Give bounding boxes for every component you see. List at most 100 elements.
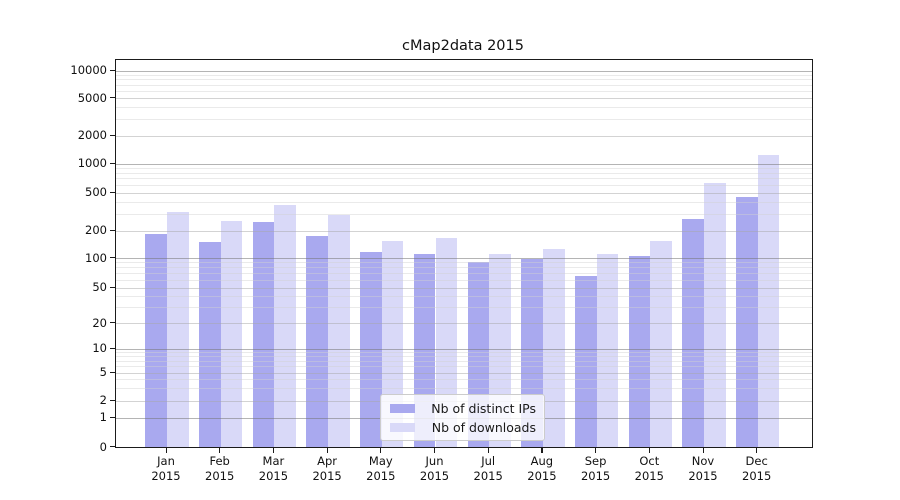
bar-downloads-nov bbox=[704, 182, 726, 447]
x-tick-month: Aug bbox=[530, 453, 554, 468]
x-tick-month: Jan bbox=[157, 453, 175, 468]
x-tick-year: 2015 bbox=[634, 468, 664, 483]
y-tick-mark-500 bbox=[110, 191, 115, 193]
y-tick-mark-100 bbox=[110, 257, 115, 259]
gridline-2000 bbox=[116, 135, 812, 137]
y-tick-mark-2 bbox=[110, 399, 115, 401]
x-tick-mark-feb bbox=[219, 448, 221, 453]
x-tick-month: Apr bbox=[317, 453, 338, 468]
x-tick-mark-sep bbox=[595, 448, 597, 453]
x-tick-mark-mar bbox=[272, 448, 275, 453]
legend-item-distinct-ips: Nb of distinct IPs bbox=[381, 400, 544, 416]
x-tick-mark-jul bbox=[487, 448, 489, 453]
x-tick-year: 2015 bbox=[205, 468, 235, 483]
bar-downloads-aug bbox=[542, 248, 565, 447]
legend-item-downloads: Nb of downloads bbox=[381, 419, 544, 435]
bar-distinct-ips-nov bbox=[682, 218, 704, 447]
bar-distinct-ips-feb bbox=[199, 242, 221, 447]
y-tick-label-500: 500 bbox=[85, 185, 107, 199]
gridline-4 bbox=[116, 379, 812, 381]
gridline-7 bbox=[116, 360, 812, 362]
gridline-700 bbox=[116, 178, 812, 180]
bar-downloads-feb bbox=[220, 220, 243, 447]
gridline-10 bbox=[116, 348, 812, 350]
x-tick-month: Dec bbox=[745, 453, 768, 468]
y-tick-mark-10000 bbox=[110, 69, 115, 71]
gridline-10000 bbox=[116, 70, 812, 72]
gridline-20 bbox=[116, 323, 812, 324]
x-tick-label-feb: Feb 2015 bbox=[188, 454, 252, 484]
gridline-40 bbox=[116, 296, 812, 298]
x-tick-year: 2015 bbox=[688, 468, 718, 483]
x-tick-month: Sep bbox=[584, 453, 607, 468]
gridline-600 bbox=[116, 184, 812, 186]
x-tick-month: May bbox=[368, 453, 393, 468]
y-tick-mark-2000 bbox=[110, 134, 115, 136]
bar-distinct-ips-apr bbox=[306, 236, 329, 447]
y-tick-label-0: 0 bbox=[99, 439, 107, 454]
gridline-6 bbox=[116, 366, 812, 368]
x-tick-label-oct: Oct 2015 bbox=[617, 454, 681, 484]
gridline-1000 bbox=[116, 163, 812, 165]
gridline-900 bbox=[116, 167, 812, 169]
gridline-6000 bbox=[116, 90, 812, 92]
gridline-4000 bbox=[116, 107, 812, 109]
x-tick-month: Jul bbox=[481, 453, 496, 468]
chart-title: cMap2data 2015 bbox=[402, 38, 524, 54]
x-tick-year: 2015 bbox=[473, 468, 503, 483]
x-tick-mark-jun bbox=[434, 448, 436, 453]
x-tick-month: Jun bbox=[425, 453, 444, 468]
y-tick-mark-1000 bbox=[110, 162, 115, 164]
x-tick-mark-may bbox=[380, 448, 382, 453]
gridline-70 bbox=[116, 273, 812, 275]
bar-distinct-ips-sep bbox=[574, 276, 597, 447]
y-tick-label-50: 50 bbox=[92, 280, 107, 294]
plot-area: Nb of distinct IPs Nb of downloads bbox=[115, 59, 813, 448]
y-tick-label-5000: 5000 bbox=[77, 90, 107, 105]
gridline-9 bbox=[116, 352, 812, 354]
x-tick-month: Nov bbox=[691, 453, 715, 468]
x-tick-label-sep: Sep 2015 bbox=[564, 454, 628, 484]
x-tick-year: 2015 bbox=[742, 468, 772, 483]
legend-label: Nb of downloads bbox=[431, 419, 536, 435]
y-tick-label-1: 1 bbox=[99, 410, 107, 424]
y-tick-label-5: 5 bbox=[99, 365, 107, 379]
x-tick-month: Feb bbox=[209, 453, 230, 468]
gridline-8 bbox=[116, 356, 812, 358]
y-tick-mark-1 bbox=[110, 416, 115, 418]
x-tick-mark-jan bbox=[165, 448, 167, 453]
gridline-500 bbox=[116, 192, 812, 194]
x-tick-label-dec: Dec 2015 bbox=[725, 454, 789, 484]
y-tick-label-20: 20 bbox=[92, 315, 107, 330]
x-tick-mark-nov bbox=[702, 448, 704, 453]
gridline-60 bbox=[116, 279, 812, 281]
x-tick-year: 2015 bbox=[419, 468, 450, 483]
x-tick-year: 2015 bbox=[151, 468, 181, 483]
y-tick-label-100: 100 bbox=[85, 250, 107, 265]
x-tick-month: Oct bbox=[639, 453, 660, 468]
x-tick-mark-aug bbox=[541, 448, 543, 453]
x-tick-mark-apr bbox=[326, 448, 328, 453]
x-tick-year: 2015 bbox=[258, 468, 289, 483]
bar-distinct-ips-oct bbox=[628, 255, 651, 447]
legend-swatch-distinct-ips bbox=[390, 403, 415, 413]
legend-swatch-downloads bbox=[390, 422, 415, 432]
bar-distinct-ips-jan bbox=[145, 233, 167, 447]
y-tick-mark-200 bbox=[110, 229, 115, 231]
bar-distinct-ips-mar bbox=[252, 221, 275, 447]
y-tick-label-200: 200 bbox=[85, 223, 107, 237]
gridline-3000 bbox=[116, 118, 812, 120]
y-tick-mark-5 bbox=[110, 371, 115, 373]
gridline-800 bbox=[116, 172, 812, 174]
x-tick-label-may: May 2015 bbox=[349, 454, 413, 484]
bar-distinct-ips-dec bbox=[736, 196, 758, 447]
gridline-400 bbox=[116, 201, 812, 203]
x-tick-label-jul: Jul 2015 bbox=[456, 454, 520, 484]
x-tick-mark-oct bbox=[648, 448, 650, 453]
gridline-5 bbox=[116, 372, 812, 374]
x-tick-month: Mar bbox=[262, 453, 285, 468]
gridline-100 bbox=[116, 258, 812, 259]
y-tick-mark-20 bbox=[110, 322, 115, 324]
x-tick-label-aug: Aug 2015 bbox=[510, 454, 574, 484]
